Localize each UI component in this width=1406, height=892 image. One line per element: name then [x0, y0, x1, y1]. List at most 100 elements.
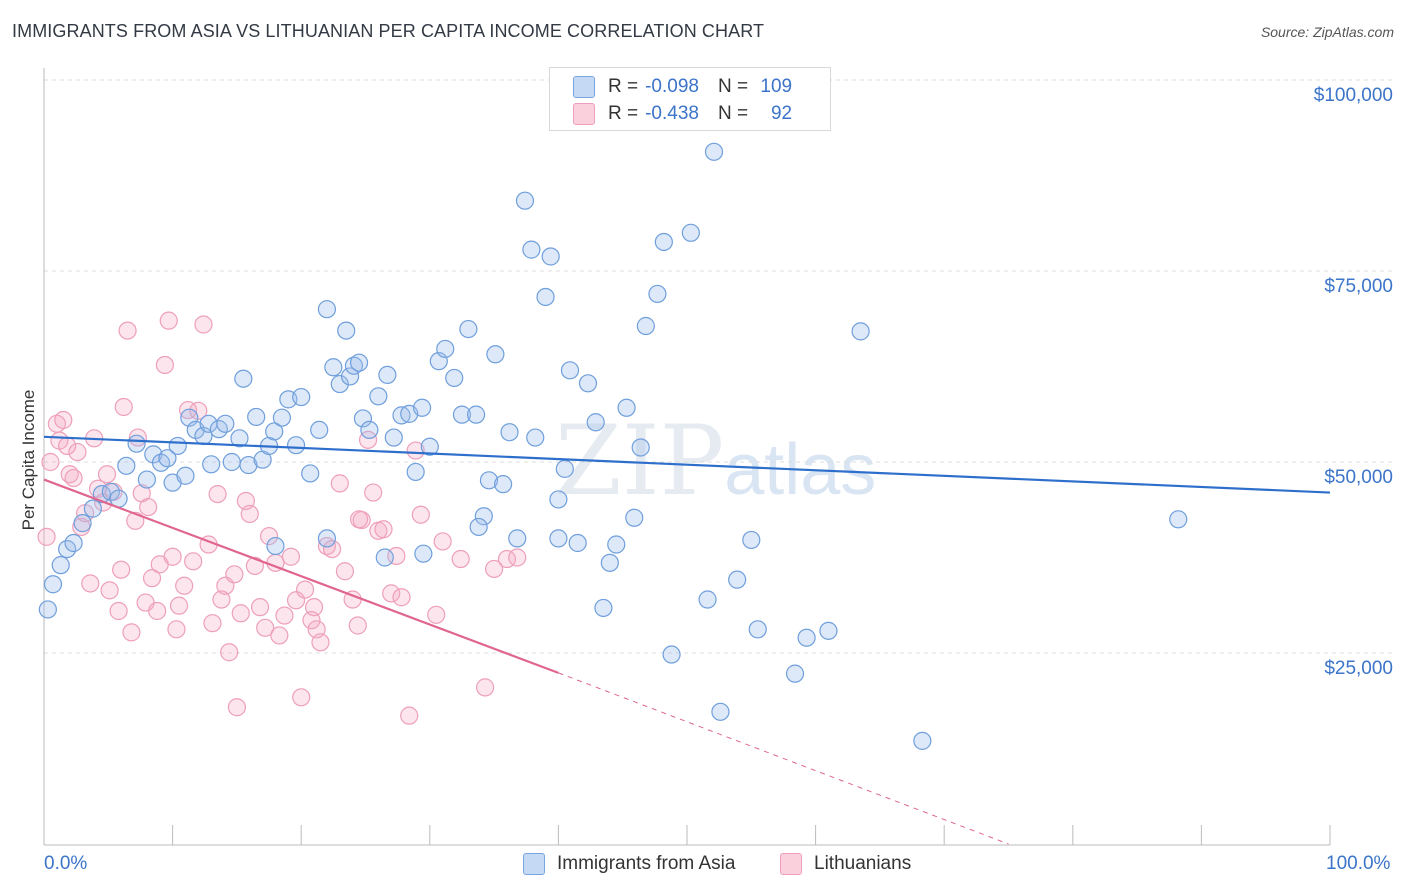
point-lithuanians [212, 590, 231, 609]
point-lithuanians [475, 678, 495, 697]
legend-swatch-blue [573, 76, 595, 98]
point-immigrants-from-asia [662, 645, 681, 664]
bottom-legend-item-lithuanians[interactable]: Lithuanians [780, 853, 911, 875]
point-immigrants-from-asia [636, 316, 655, 336]
point-lithuanians [275, 606, 294, 625]
point-lithuanians [227, 698, 246, 717]
point-immigrants-from-asia [176, 466, 195, 485]
point-immigrants-from-asia [494, 475, 513, 494]
point-immigrants-from-asia [851, 322, 870, 341]
point-immigrants-from-asia [378, 365, 397, 385]
point-immigrants-from-asia [459, 319, 478, 339]
legend-r-label: R = [608, 76, 639, 97]
point-lithuanians [178, 400, 198, 420]
trend-line-asia [43, 435, 1331, 494]
legend-n-label: N = [717, 76, 749, 97]
point-immigrants-from-asia [406, 462, 425, 482]
y-tick-label: $25,000 [1324, 658, 1393, 679]
y-tick-label: $100,000 [1313, 85, 1393, 106]
point-immigrants-from-asia [500, 423, 519, 442]
point-immigrants-from-asia [698, 590, 717, 609]
point-immigrants-from-asia [913, 731, 932, 750]
point-immigrants-from-asia [272, 408, 292, 427]
legend-row-pink: R = -0.438 N = 92 [550, 100, 792, 128]
point-lithuanians [64, 468, 83, 488]
point-immigrants-from-asia [286, 436, 306, 455]
point-lithuanians [184, 552, 203, 571]
point-immigrants-from-asia [360, 420, 379, 440]
bottom-legend-item-asia[interactable]: Immigrants from Asia [523, 853, 735, 875]
point-lithuanians [68, 442, 87, 462]
point-lithuanians [169, 596, 189, 615]
point-lithuanians [392, 588, 411, 607]
point-immigrants-from-asia [648, 284, 667, 304]
point-immigrants-from-asia [466, 405, 486, 424]
point-lithuanians [148, 601, 167, 621]
point-immigrants-from-asia [728, 570, 747, 589]
point-lithuanians [330, 474, 349, 493]
point-immigrants-from-asia [51, 556, 70, 575]
bottom-legend-label: Lithuanians [814, 853, 912, 874]
point-lithuanians [189, 401, 208, 420]
point-immigrants-from-asia [117, 456, 136, 475]
point-immigrants-from-asia [600, 553, 619, 572]
point-immigrants-from-asia [819, 621, 838, 640]
point-immigrants-from-asia [392, 406, 411, 425]
point-immigrants-from-asia [337, 321, 356, 340]
point-lithuanians [118, 321, 137, 340]
point-lithuanians [433, 532, 452, 551]
point-immigrants-from-asia [536, 287, 555, 307]
point-immigrants-from-asia [420, 437, 439, 456]
point-lithuanians [163, 547, 182, 566]
point-lithuanians [208, 484, 227, 504]
point-lithuanians [97, 465, 117, 484]
point-lithuanians [451, 549, 470, 569]
point-immigrants-from-asia [317, 300, 337, 319]
point-lithuanians [259, 527, 279, 546]
point-lithuanians [311, 633, 330, 652]
point-lithuanians [364, 483, 383, 502]
point-immigrants-from-asia [797, 628, 816, 647]
point-immigrants-from-asia [101, 482, 120, 501]
x-tick-label-max: 100.0% [1326, 853, 1391, 874]
bottom-legend-swatch-blue [523, 853, 545, 875]
point-immigrants-from-asia [292, 387, 311, 407]
legend-row-blue: R = -0.098 N = 109 [550, 73, 792, 101]
legend-r-value: -0.438 [645, 103, 699, 124]
point-lithuanians [292, 688, 311, 707]
point-lithuanians [122, 623, 141, 642]
point-immigrants-from-asia [340, 367, 360, 386]
point-lithuanians [281, 547, 301, 566]
point-lithuanians [317, 536, 337, 556]
legend-swatch-pink [573, 103, 595, 125]
point-immigrants-from-asia [137, 470, 156, 489]
chart-title: IMMIGRANTS FROM ASIA VS LITHUANIAN PER C… [12, 21, 765, 41]
point-lithuanians [400, 706, 419, 725]
point-immigrants-from-asia [202, 455, 221, 474]
legend: R = -0.098 N = 109 R = -0.438 N = 92 [549, 67, 831, 131]
point-immigrants-from-asia [247, 407, 266, 427]
series-lithuanians [37, 311, 527, 725]
point-immigrants-from-asia [748, 620, 767, 639]
point-lithuanians [322, 539, 342, 559]
point-immigrants-from-asia [654, 232, 673, 252]
trend-line-lithuanians [43, 478, 559, 674]
point-immigrants-from-asia [1169, 510, 1188, 529]
legend-n-value: 92 [770, 103, 793, 124]
point-lithuanians [382, 584, 401, 603]
trend-line-lithuanians-extension [558, 672, 1009, 845]
point-lithuanians [41, 452, 60, 472]
point-immigrants-from-asia [742, 530, 761, 550]
point-immigrants-from-asia [38, 600, 57, 619]
point-lithuanians [349, 510, 369, 529]
point-lithuanians [250, 598, 270, 617]
point-immigrants-from-asia [617, 398, 636, 417]
point-lithuanians [155, 355, 174, 375]
point-lithuanians [485, 559, 504, 579]
point-immigrants-from-asia [522, 240, 541, 259]
point-lithuanians [304, 598, 324, 617]
point-immigrants-from-asia [555, 459, 574, 478]
point-immigrants-from-asia [301, 464, 320, 483]
point-lithuanians [245, 556, 265, 576]
point-lithuanians [225, 565, 244, 584]
